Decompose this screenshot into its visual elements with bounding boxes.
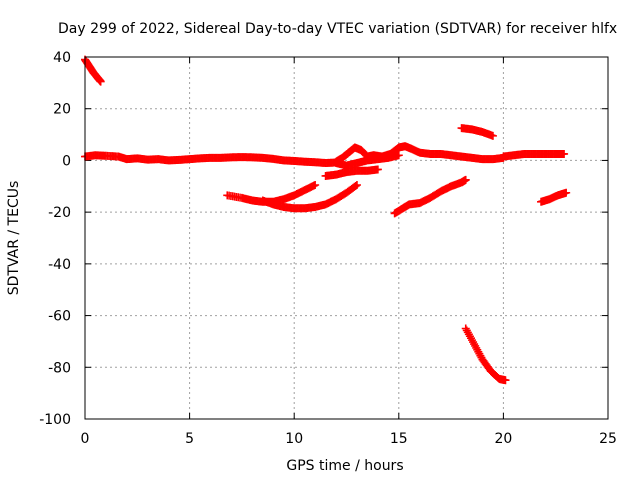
data-point [562, 188, 571, 197]
data-points [81, 55, 571, 385]
x-tick-label: 20 [494, 431, 512, 447]
chart-title: Day 299 of 2022, Sidereal Day-to-day VTE… [58, 21, 617, 37]
y-tick-label: -60 [48, 309, 71, 325]
y-tick-label: -20 [48, 205, 71, 221]
x-tick-label: 15 [390, 431, 408, 447]
y-tick-label: 20 [53, 102, 71, 118]
data-point [351, 181, 360, 190]
y-tick-label: -40 [48, 257, 71, 273]
x-tick-label: 5 [185, 431, 194, 447]
x-tick-label: 0 [81, 431, 90, 447]
x-tick-label: 10 [285, 431, 303, 447]
y-axis-label: SDTVAR / TECUs [6, 181, 22, 296]
data-point [560, 149, 569, 158]
plot-frame [84, 56, 609, 420]
data-point [352, 180, 361, 189]
y-tick-label: -100 [39, 412, 71, 428]
data-point [461, 175, 470, 184]
data-point [311, 180, 320, 189]
axis-ticks: 0 5 10 15 20 25 -100 -80 -60 -40 -20 0 20 40 [39, 50, 617, 447]
grid [85, 57, 608, 419]
data-point [96, 77, 105, 86]
data-point [501, 376, 510, 385]
data-point [394, 151, 403, 160]
y-tick-label: -80 [48, 360, 71, 376]
data-point [373, 165, 382, 174]
y-tick-label: 40 [53, 50, 71, 66]
y-tick-label: 0 [62, 153, 71, 169]
data-point [488, 131, 497, 140]
x-axis-label: GPS time / hours [286, 458, 403, 474]
x-tick-label: 25 [599, 431, 617, 447]
